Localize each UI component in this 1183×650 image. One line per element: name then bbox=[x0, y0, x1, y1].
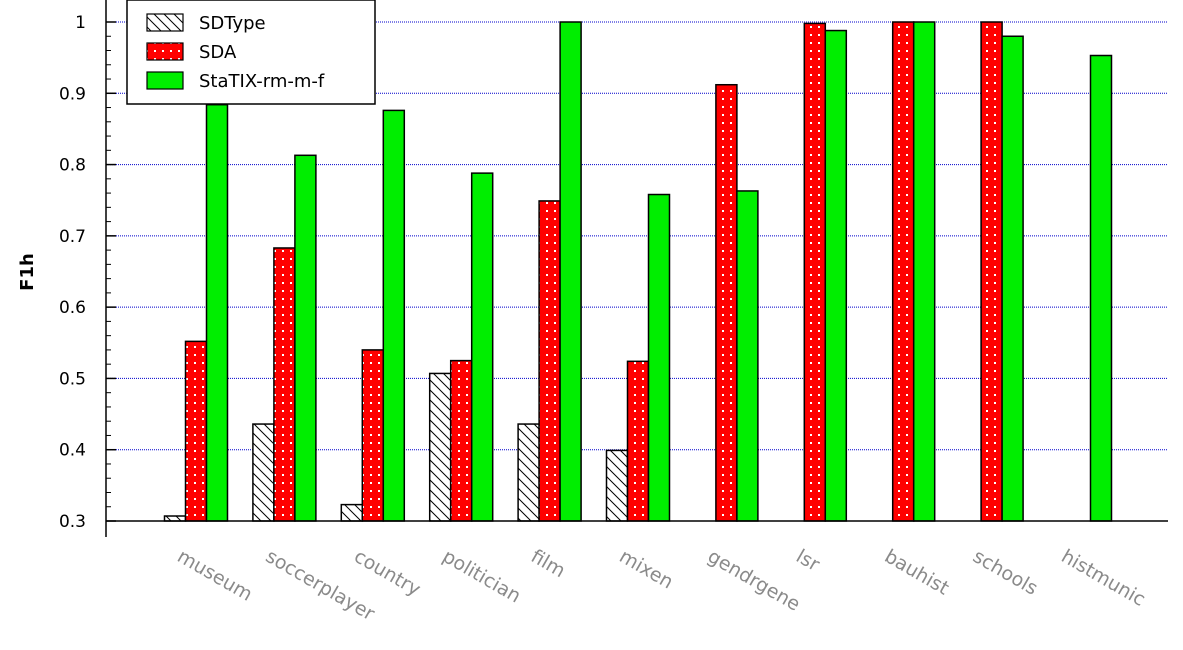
legend-swatch-statix bbox=[146, 71, 184, 90]
legend-label: SDA bbox=[199, 42, 237, 63]
x-category-label: politician bbox=[439, 545, 525, 607]
x-category-label: schools bbox=[969, 545, 1041, 599]
bar-statix bbox=[647, 193, 671, 522]
x-category-label: histmunic bbox=[1058, 545, 1150, 611]
bar-sda bbox=[273, 247, 296, 522]
bar-sdtype bbox=[605, 449, 629, 522]
bar-statix bbox=[736, 190, 759, 522]
x-category-label: bauhist bbox=[881, 545, 953, 599]
bar-sda bbox=[891, 21, 915, 522]
y-tick-label: 1 bbox=[75, 13, 86, 33]
y-tick-label: 0.7 bbox=[59, 227, 86, 247]
bar-sda bbox=[715, 83, 738, 522]
x-category-label: country bbox=[350, 545, 424, 600]
bar-sdtype bbox=[517, 423, 540, 522]
y-tick-labels: 0.3 0.4 0.5 0.6 0.7 0.8 0.9 1 bbox=[59, 13, 86, 532]
bar-statix bbox=[294, 154, 317, 522]
bar-statix bbox=[382, 109, 406, 522]
bar-statix bbox=[470, 172, 494, 522]
y-tick-label: 0.9 bbox=[59, 84, 86, 104]
bar-sda bbox=[361, 349, 385, 522]
legend: SDType SDA StaTIX-rm-m-f bbox=[126, 0, 376, 105]
y-tick-label: 0.8 bbox=[59, 156, 86, 176]
legend-label: SDType bbox=[199, 13, 266, 34]
x-category-label: mixen bbox=[616, 545, 677, 593]
y-tick-label: 0.5 bbox=[59, 369, 86, 389]
bar-sda bbox=[184, 340, 208, 522]
y-tick-label: 0.3 bbox=[59, 512, 86, 532]
bar-statix bbox=[559, 21, 582, 522]
bar-sdtype bbox=[252, 423, 275, 522]
axes bbox=[105, 0, 1168, 537]
bar-statix bbox=[205, 103, 229, 522]
bar-sda bbox=[626, 360, 650, 522]
legend-swatch-sda bbox=[146, 42, 184, 61]
x-category-label: museum bbox=[174, 545, 257, 605]
x-category-label: gendrgene bbox=[704, 545, 804, 615]
bar-sda bbox=[980, 21, 1003, 522]
bar-sda bbox=[538, 200, 561, 522]
legend-label: StaTIX-rm-m-f bbox=[199, 71, 325, 92]
bar-sda bbox=[803, 22, 827, 522]
x-category-label: film bbox=[527, 545, 569, 582]
bar-statix bbox=[1001, 35, 1024, 522]
bar-statix bbox=[912, 21, 936, 522]
bar-sda bbox=[449, 359, 473, 522]
y-axis-title: F1h bbox=[17, 253, 38, 291]
x-category-label: lsr bbox=[792, 545, 823, 576]
bar-statix bbox=[1089, 54, 1113, 522]
bar-sdtype bbox=[340, 503, 364, 522]
y-tick-label: 0.4 bbox=[59, 441, 86, 461]
bar-sdtype bbox=[428, 372, 452, 522]
y-tick-label: 0.6 bbox=[59, 298, 86, 318]
bar-statix bbox=[824, 29, 848, 522]
legend-swatch-sdtype bbox=[146, 13, 184, 32]
